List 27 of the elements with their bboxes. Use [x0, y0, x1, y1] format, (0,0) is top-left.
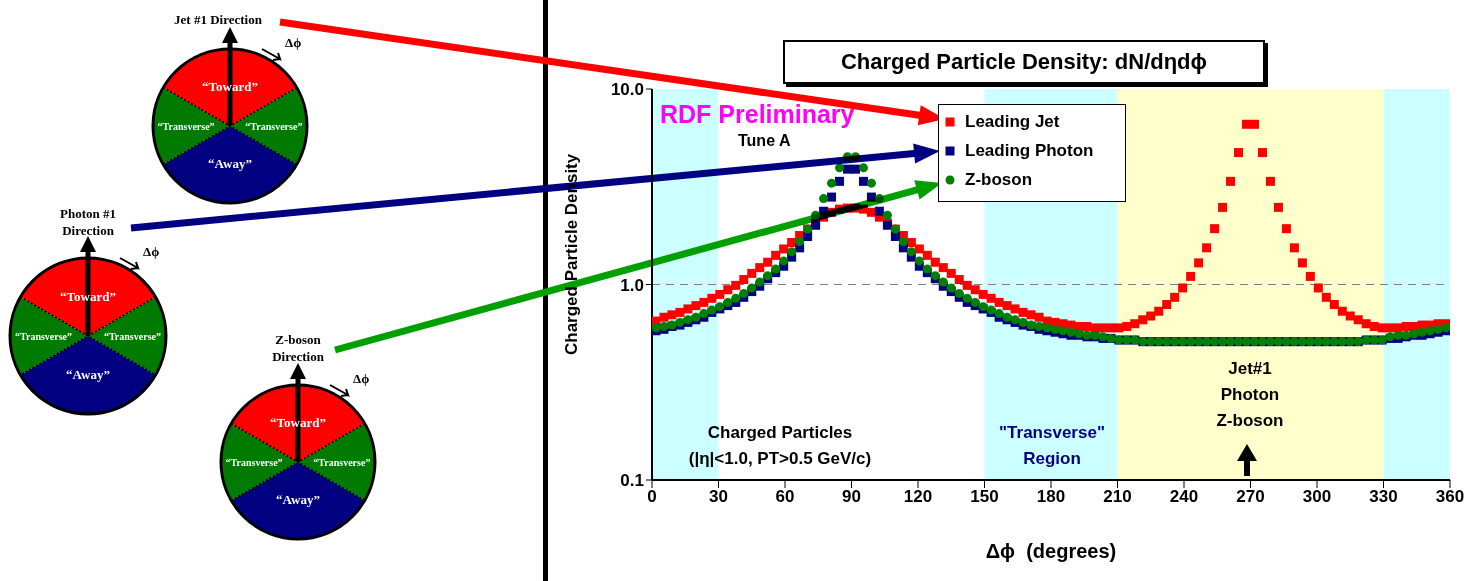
- x-tick-label: 360: [1435, 487, 1465, 507]
- annotation: "Transverse" Region: [998, 422, 1106, 470]
- chart-title: Charged Particle Density: dN/dηdϕ: [783, 40, 1265, 84]
- x-tick-label: 270: [1236, 487, 1265, 507]
- annotation: Jet#1 Photon Z-boson: [1215, 358, 1285, 432]
- y-tick-label: 0.1: [620, 471, 644, 491]
- x-tick-label: 150: [970, 487, 999, 507]
- annotation: Tune A: [738, 132, 791, 150]
- x-axis-title: Δϕ (degrees): [984, 540, 1118, 563]
- x-tick-label: 330: [1369, 487, 1398, 507]
- legend-label: Leading Photon: [965, 140, 1094, 161]
- x-tick-label: 210: [1103, 487, 1132, 507]
- x-tick-label: 120: [903, 487, 933, 507]
- legend-label: Leading Jet: [965, 111, 1060, 132]
- y-axis-title: Charged Particle Density: [562, 153, 582, 355]
- x-tick-label: 300: [1302, 487, 1332, 507]
- x-tick-label: 60: [775, 487, 795, 507]
- y-tick-label: 1.0: [620, 275, 644, 295]
- x-tick-label: 30: [709, 487, 728, 507]
- annotation: Charged Particles (|η|<1.0, PT>0.5 GeV/c): [687, 422, 873, 470]
- y-tick-label: 10.0: [610, 80, 644, 100]
- x-tick-label: 180: [1036, 487, 1066, 507]
- x-tick-label: 0: [647, 487, 657, 507]
- legend-label: Z-boson: [965, 169, 1033, 190]
- annotation: RDF Preliminary: [660, 100, 855, 129]
- x-tick-label: 240: [1169, 487, 1199, 507]
- x-tick-label: 90: [842, 487, 861, 507]
